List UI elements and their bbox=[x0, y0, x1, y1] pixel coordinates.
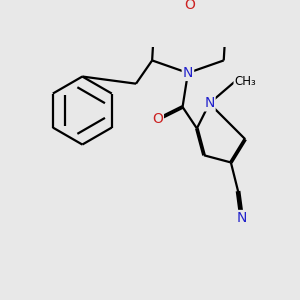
Text: O: O bbox=[152, 112, 163, 127]
Text: N: N bbox=[236, 211, 247, 225]
Text: CH₃: CH₃ bbox=[235, 75, 256, 88]
Text: O: O bbox=[184, 0, 195, 12]
Text: N: N bbox=[204, 96, 214, 110]
Text: N: N bbox=[183, 66, 193, 80]
